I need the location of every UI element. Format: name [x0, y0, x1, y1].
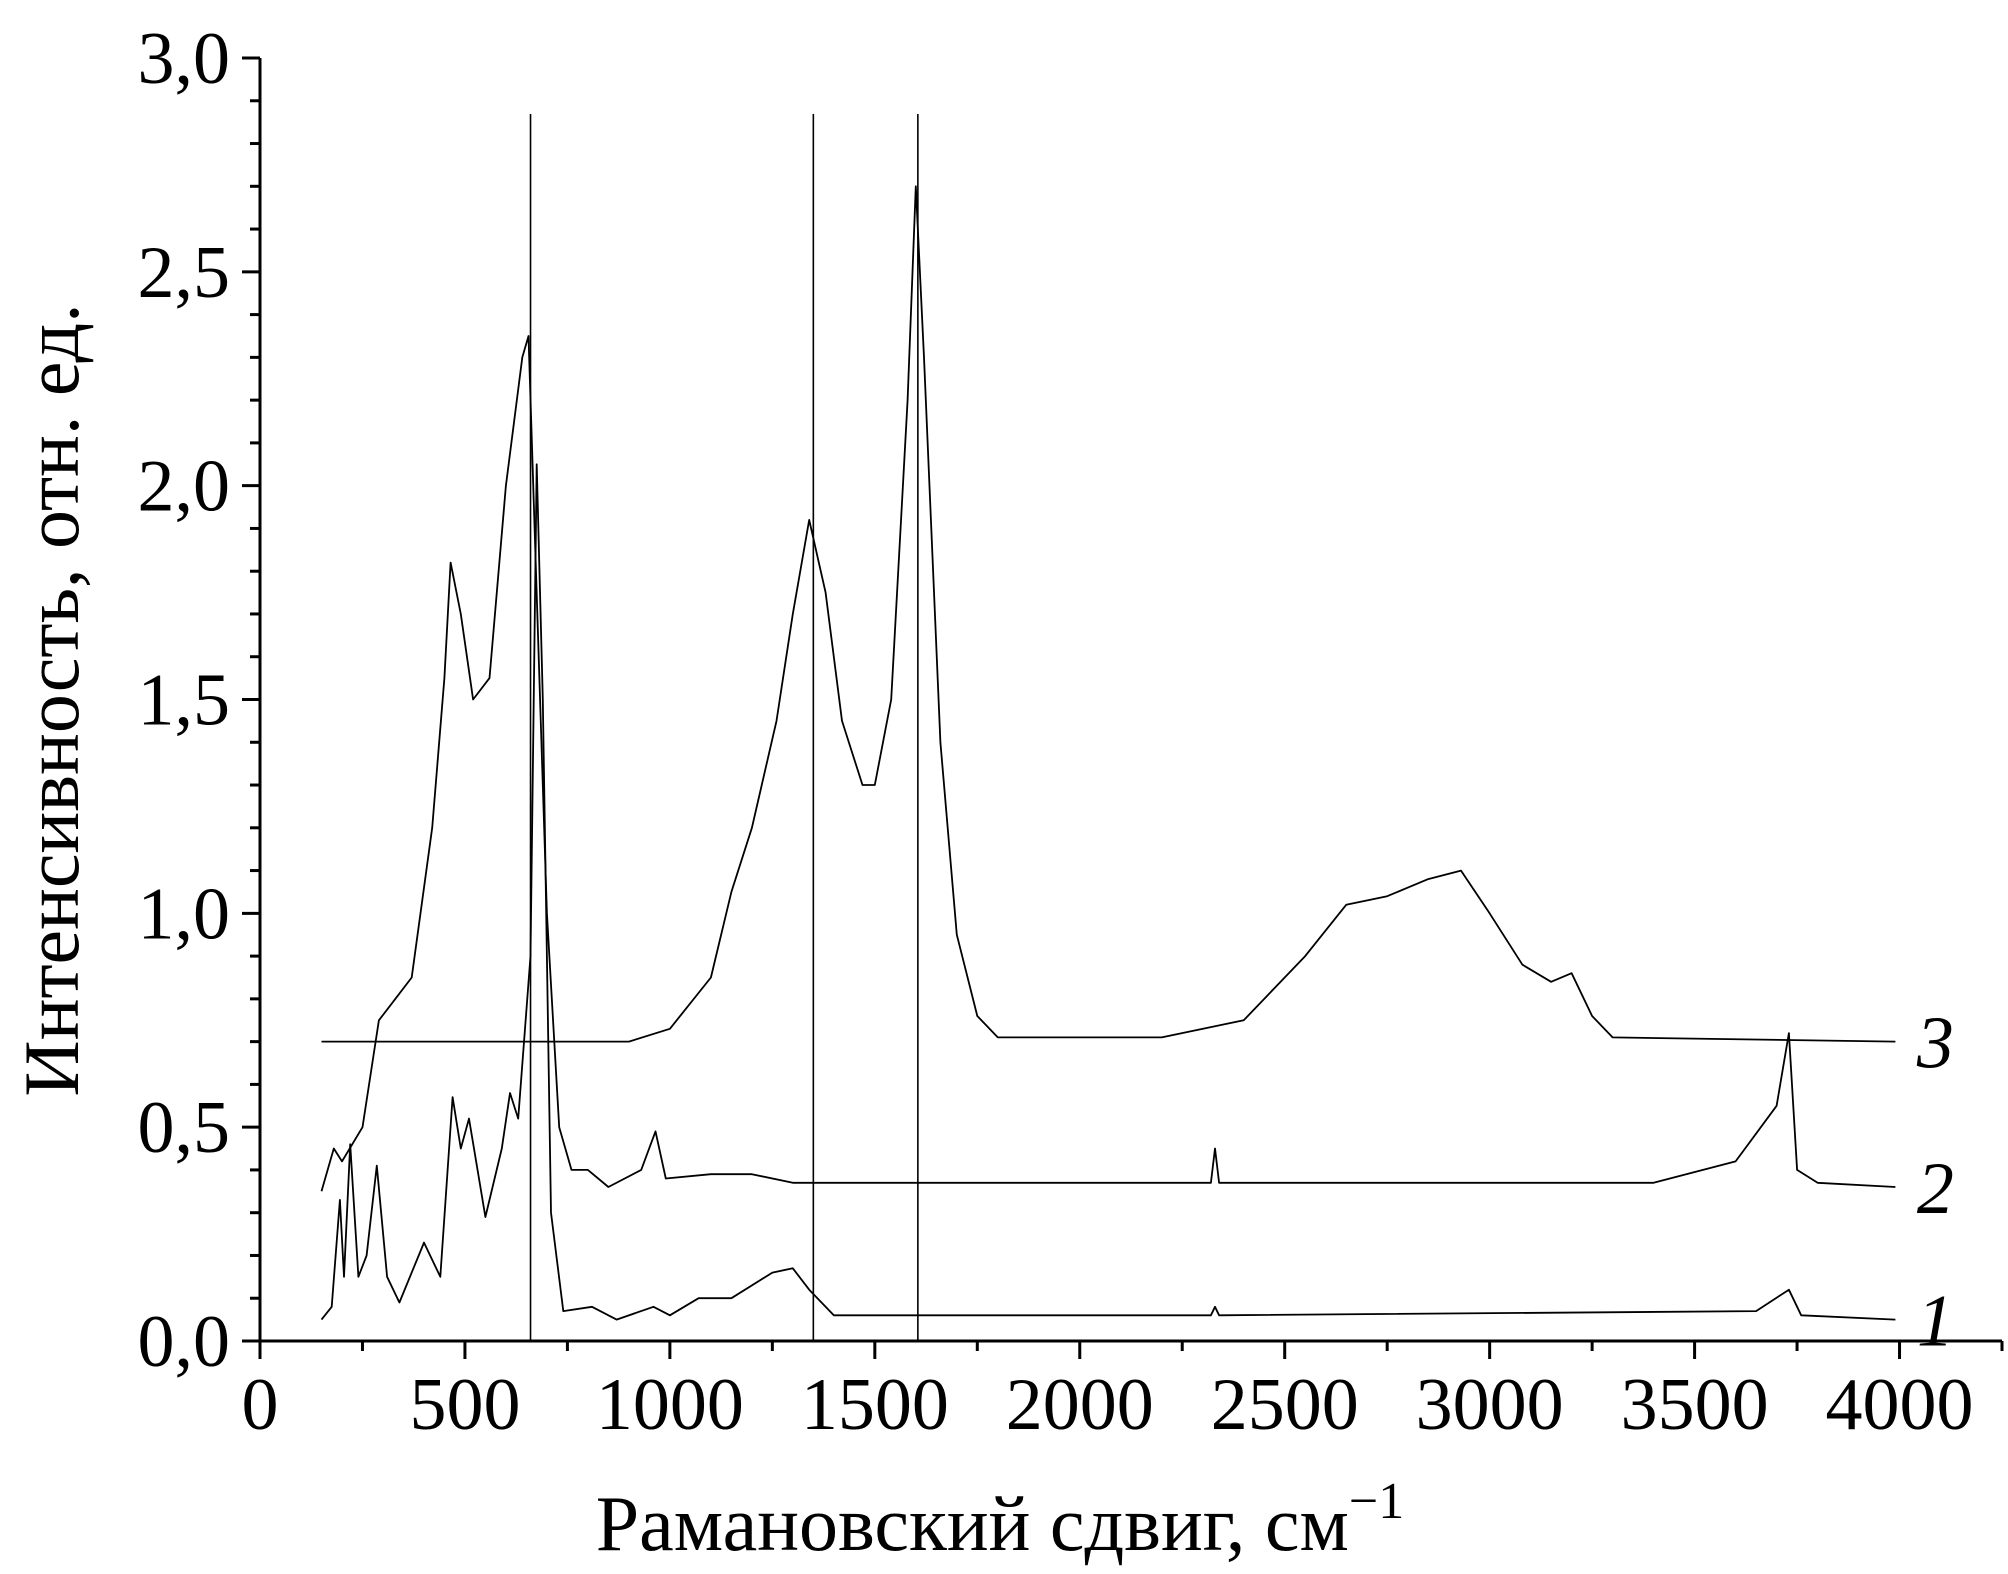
spectrum-line — [320, 335, 1896, 1192]
y-tick-label: 1,5 — [138, 660, 231, 742]
x-tick-label: 2500 — [1211, 1364, 1359, 1446]
curve-label: 1 — [1917, 1281, 1954, 1363]
x-tick-label: 500 — [409, 1364, 520, 1446]
y-tick-label: 0,5 — [138, 1087, 231, 1169]
curve-label: 3 — [1916, 1003, 1954, 1085]
curve-label: 2 — [1917, 1148, 1954, 1230]
y-axis-label: Интенсивность, отн. ед. — [8, 303, 95, 1096]
y-tick-label: 2,0 — [138, 446, 231, 528]
x-tick-label: 1500 — [801, 1364, 949, 1446]
x-tick-label: 2000 — [1006, 1364, 1154, 1446]
y-tick-label: 3,0 — [138, 18, 231, 100]
x-tick-label: 3000 — [1416, 1364, 1564, 1446]
x-tick-label: 4000 — [1826, 1364, 1974, 1446]
x-tick-label: 3500 — [1621, 1364, 1769, 1446]
x-axis-label: Рамановский сдвиг, см−1 — [596, 1473, 1404, 1567]
x-axis-label-sup: −1 — [1349, 1473, 1404, 1530]
y-tick-label: 1,0 — [138, 873, 231, 955]
y-tick-label: 2,5 — [138, 232, 231, 314]
y-tick-label: 0,0 — [138, 1301, 231, 1383]
x-axis-label-main: Рамановский сдвиг, см — [596, 1480, 1349, 1567]
x-tick-label: 1000 — [596, 1364, 744, 1446]
spectrum-line — [321, 185, 1896, 1043]
x-tick-label: 0 — [242, 1364, 279, 1446]
spectrum-line — [320, 463, 1896, 1321]
